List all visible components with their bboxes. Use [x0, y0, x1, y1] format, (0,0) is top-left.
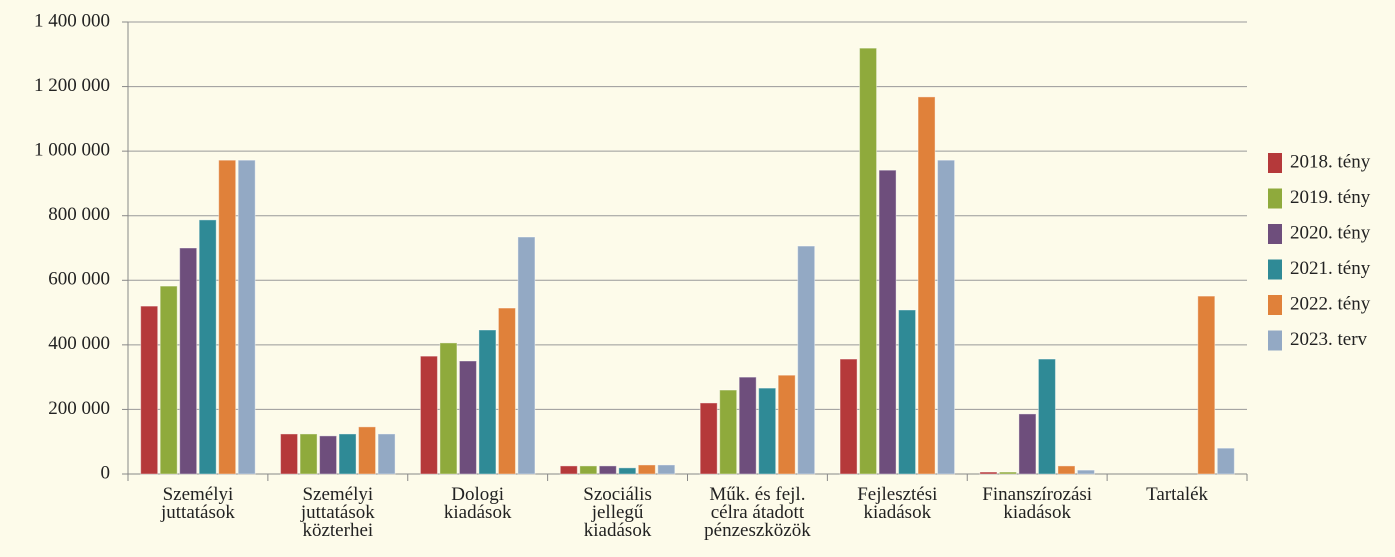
legend-label: 2021. tény — [1290, 258, 1371, 279]
legend-swatch — [1268, 153, 1282, 173]
bar — [377, 433, 396, 475]
bar — [237, 159, 256, 475]
bar — [719, 389, 738, 475]
legend-swatch — [1268, 224, 1282, 244]
legend-swatch — [1268, 330, 1282, 351]
bar — [1076, 469, 1095, 475]
x-tick-label: Dologi kiadások — [444, 484, 512, 523]
bar — [637, 464, 656, 475]
bar — [338, 433, 357, 475]
legend-label: 2020. tény — [1290, 222, 1371, 243]
bar — [439, 342, 458, 475]
bar — [1216, 447, 1235, 475]
x-tick-line: kiadások — [444, 502, 512, 523]
x-tick-line: célra átadott — [711, 502, 805, 523]
bar — [358, 426, 377, 475]
x-tick-line: juttatások — [160, 502, 235, 523]
bar — [777, 374, 796, 475]
bar — [859, 47, 878, 475]
x-tick-line: kiadások — [864, 502, 932, 523]
legend-label: 2019. tény — [1290, 187, 1371, 208]
legend-label: 2022. tény — [1290, 293, 1371, 314]
y-tick-label: 200 000 — [48, 398, 110, 419]
x-tick-line: Dologi — [451, 484, 504, 505]
x-tick-line: Személyi — [163, 484, 234, 505]
legend-swatch — [1268, 295, 1282, 315]
bar — [579, 465, 598, 475]
x-tick-line: juttatások — [300, 502, 375, 523]
y-tick-label: 1 400 000 — [34, 10, 110, 31]
x-tick-line: Fejlesztési — [857, 484, 937, 505]
bar — [917, 96, 936, 475]
y-tick-label: 800 000 — [48, 204, 110, 225]
bar — [1057, 465, 1076, 475]
x-tick-label: Tartalék — [1146, 484, 1208, 505]
legend-swatch — [1268, 188, 1282, 209]
x-tick-label: Műk. és fejl. célra átadott pénzeszközök — [704, 484, 811, 541]
bar — [657, 464, 676, 475]
bar — [839, 358, 858, 475]
x-tick-label: Finanszírozási kiadások — [982, 484, 1092, 523]
y-tick-label: 1 200 000 — [34, 75, 110, 96]
bar — [218, 159, 237, 475]
bar — [419, 355, 438, 475]
x-tick-line: Személyi — [302, 484, 373, 505]
legend-swatch — [1268, 259, 1282, 280]
bar — [1018, 413, 1037, 475]
bar — [319, 435, 338, 475]
x-tick-line: kiadások — [584, 520, 652, 541]
bar — [878, 169, 897, 475]
bar — [618, 467, 637, 475]
x-tick-line: Műk. és fejl. — [709, 484, 805, 505]
bar — [937, 159, 956, 475]
bar — [497, 307, 516, 475]
bar — [699, 402, 718, 475]
legend-label: 2018. tény — [1290, 151, 1371, 172]
bar — [758, 387, 777, 475]
x-tick-line: Tartalék — [1146, 484, 1208, 505]
x-tick-line: Szociális — [583, 484, 652, 505]
bar — [478, 329, 497, 475]
bar — [1197, 295, 1216, 475]
y-tick-label: 0 — [101, 462, 111, 483]
bar — [797, 245, 816, 475]
bar — [738, 376, 757, 475]
bar — [280, 433, 299, 475]
bar — [198, 219, 217, 475]
bar — [979, 471, 998, 475]
bar — [998, 471, 1017, 475]
y-tick-label: 1 000 000 — [34, 140, 110, 161]
bar — [159, 285, 178, 475]
x-tick-label: Szociális jellegű kiadások — [583, 484, 652, 541]
bar — [299, 433, 318, 475]
x-tick-line: pénzeszközök — [704, 520, 811, 541]
bar — [559, 465, 578, 475]
bar — [140, 305, 159, 475]
bar — [179, 247, 198, 475]
legend-label: 2023. terv — [1290, 329, 1368, 350]
x-tick-label: Személyi juttatások közterhei — [300, 484, 375, 541]
x-tick-line: jellegű — [591, 502, 644, 523]
x-tick-label: Fejlesztési kiadások — [857, 484, 937, 523]
x-tick-line: Finanszírozási — [982, 484, 1092, 505]
y-tick-label: 600 000 — [48, 269, 110, 290]
bar — [458, 360, 477, 475]
bar — [517, 236, 536, 475]
x-tick-label: Személyi juttatások — [160, 484, 235, 523]
y-tick-label: 400 000 — [48, 333, 110, 354]
bar — [898, 309, 917, 475]
x-tick-line: kiadások — [1003, 502, 1071, 523]
x-tick-line: közterhei — [302, 520, 373, 541]
bar — [1037, 358, 1056, 475]
bar — [598, 465, 617, 475]
